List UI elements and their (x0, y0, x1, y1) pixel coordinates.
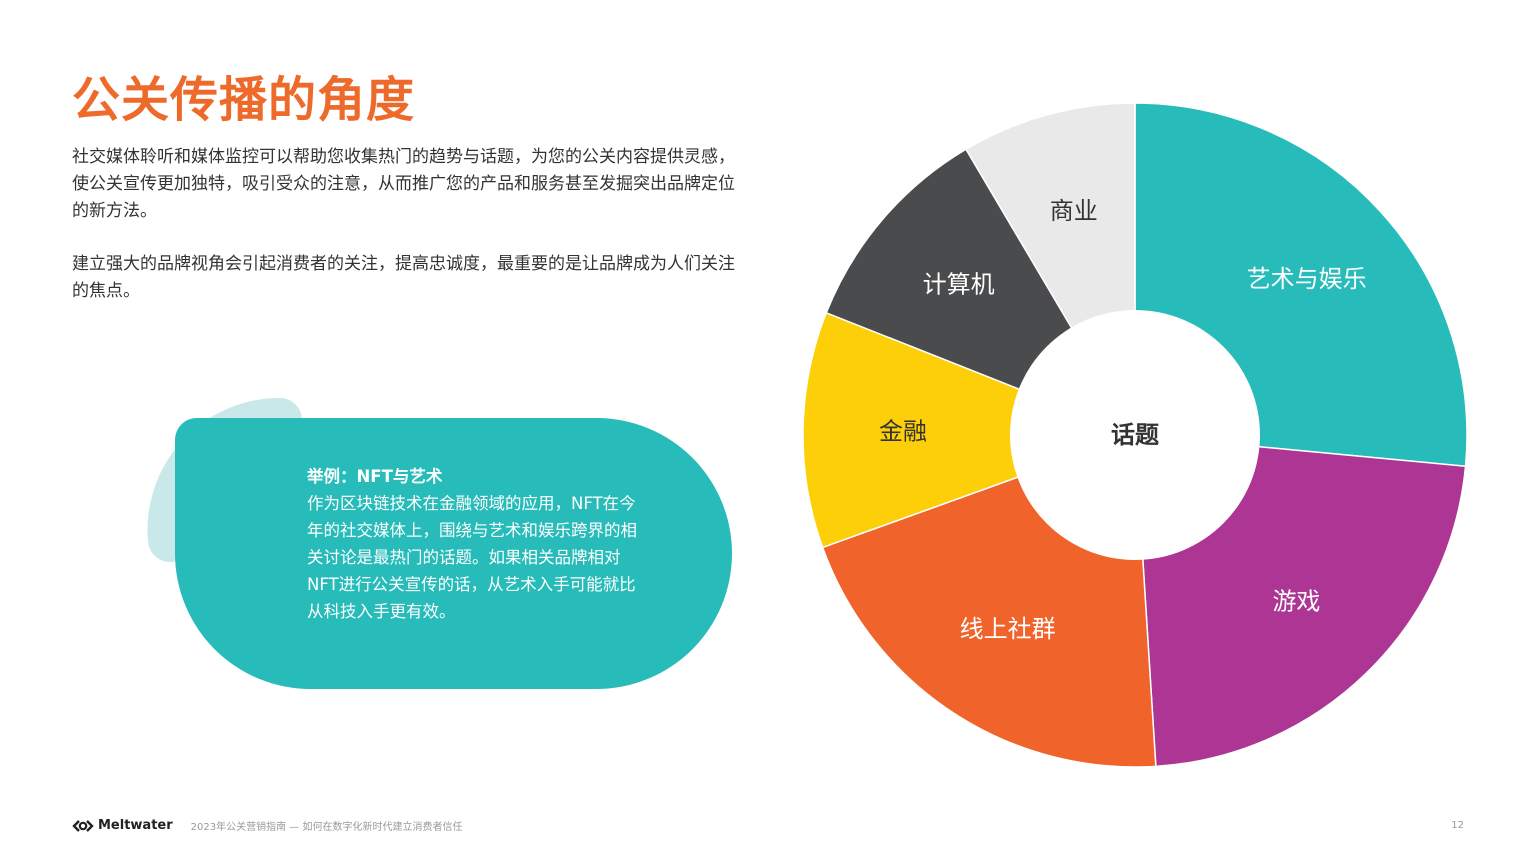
donut-hole (1010, 310, 1260, 560)
donut-slice-label: 商业 (1050, 197, 1098, 225)
brand-logo: Meltwater (72, 818, 173, 833)
donut-slice-label: 金融 (879, 417, 927, 445)
intro-paragraph: 社交媒体聆听和媒体监控可以帮助您收集热门的趋势与话题，为您的公关内容提供灵感，使… (72, 147, 735, 221)
page-number: 12 (1451, 820, 1464, 831)
callout-text: 举例：NFT与艺术 作为区块链技术在金融领域的应用，NFT在今年的社交媒体上，围… (307, 463, 637, 625)
donut-slice (802, 311, 1138, 549)
page-title: 公关传播的角度 (72, 72, 416, 128)
donut-center-label: 话题 (1111, 421, 1159, 449)
callout-heading: 举例：NFT与艺术 (307, 467, 443, 486)
donut-slice-label: 线上社群 (960, 615, 1056, 643)
brand-paragraph: 建立强大的品牌视角会引起消费者的关注，提高忠诚度，最重要的是让品牌成为人们关注的… (72, 254, 735, 301)
callout-card (175, 418, 732, 689)
callout-body: 作为区块链技术在金融领域的应用，NFT在今年的社交媒体上，围绕与艺术和娱乐跨界的… (307, 494, 637, 621)
footer-note: 2023年公关营销指南 — 如何在数字化新时代建立消费者信任 (190, 822, 463, 833)
donut-slice-label: 计算机 (923, 270, 995, 298)
brand-name: Meltwater (98, 818, 173, 833)
meltwater-logo-icon (72, 819, 94, 832)
donut-slice-label: 游戏 (1272, 588, 1320, 616)
donut-slice-label: 艺术与娱乐 (1247, 265, 1367, 293)
footer: Meltwater 2023年公关营销指南 — 如何在数字化新时代建立消费者信任 (72, 818, 462, 833)
